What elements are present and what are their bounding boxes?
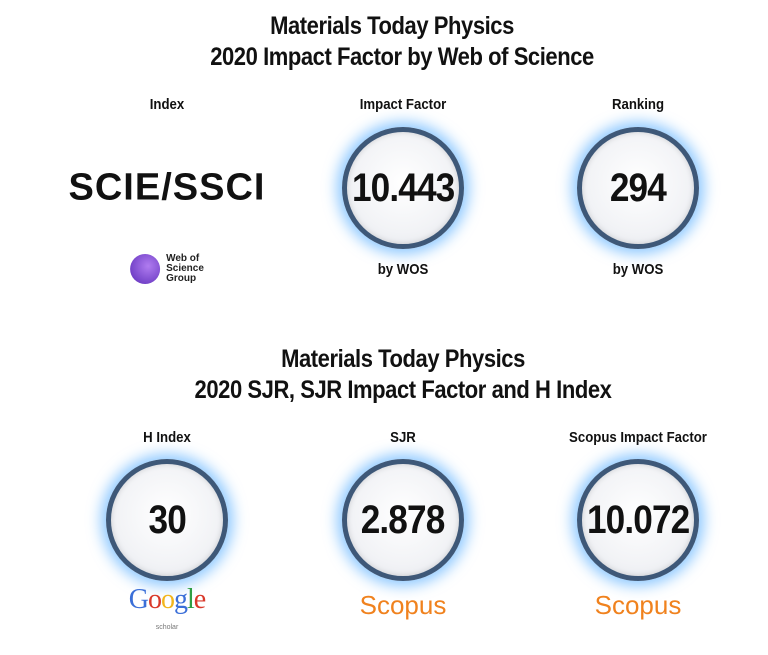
- item-note: by WOS: [612, 261, 664, 278]
- logo-text: Google: [128, 584, 206, 615]
- item-label: SJR: [390, 429, 416, 446]
- section-subtitle: 2020 SJR, SJR Impact Factor and H Index: [194, 376, 612, 404]
- section-title: Materials Today Physics: [281, 345, 525, 373]
- value: 10.443: [351, 165, 455, 210]
- logo-letter: o: [148, 584, 162, 615]
- item-label: Index: [149, 96, 185, 113]
- logo-text: Web of Science Group: [166, 254, 204, 284]
- logo-line: Web of: [166, 253, 200, 264]
- index-value: SCIE/SSCI: [68, 166, 266, 209]
- value: 294: [609, 165, 667, 210]
- value: 30: [148, 497, 186, 542]
- section-subtitle: 2020 Impact Factor by Web of Science: [210, 43, 594, 71]
- wos-logo: Web of Science Group: [130, 254, 204, 284]
- logo-letter: e: [193, 584, 206, 615]
- item-note: by WOS: [377, 261, 429, 278]
- logo-mark: [130, 254, 161, 284]
- logo-letter: G: [128, 584, 149, 615]
- logo-line: Group: [166, 273, 197, 284]
- value-circle: 294: [577, 127, 699, 249]
- logo-subtext: scholar: [155, 624, 179, 631]
- logo-letter: o: [161, 584, 175, 615]
- value: 2.878: [361, 497, 446, 542]
- value: 10.072: [586, 497, 690, 542]
- value-circle: 30: [106, 459, 228, 581]
- logo-letter: g: [174, 584, 188, 615]
- google-logo: Google scholar: [128, 584, 206, 642]
- scopus-logo: Scopus: [359, 590, 447, 620]
- section-title: Materials Today Physics: [270, 12, 514, 40]
- scopus-logo: Scopus: [594, 590, 682, 620]
- item-label: H Index: [143, 429, 191, 446]
- item-label: Impact Factor: [359, 96, 447, 113]
- logo-line: Science: [166, 263, 204, 274]
- item-label: Ranking: [611, 96, 665, 113]
- item-label: Scopus Impact Factor: [569, 429, 707, 446]
- logo-letter: l: [187, 584, 195, 615]
- value-circle: 10.443: [342, 127, 464, 249]
- value-circle: 2.878: [342, 459, 464, 581]
- value-circle: 10.072: [577, 459, 699, 581]
